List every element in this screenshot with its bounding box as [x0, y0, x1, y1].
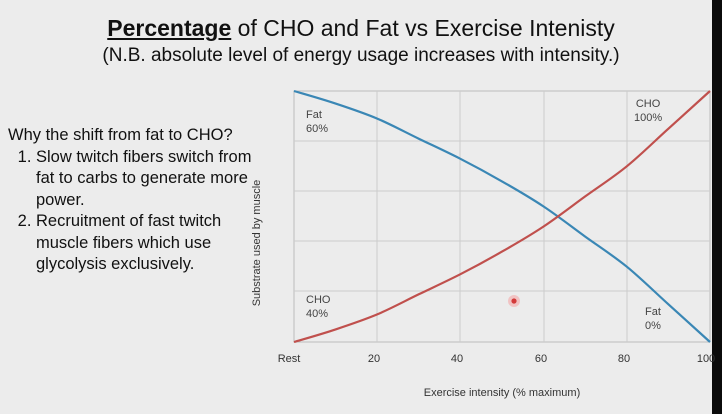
- reason-item: Recruitment of fast twitch muscle fibers…: [36, 211, 258, 276]
- plot-frame: [293, 90, 711, 343]
- window-edge: [712, 0, 722, 414]
- pointer-dot-icon: [508, 295, 520, 307]
- title-emphasis: Percentage: [107, 15, 232, 41]
- annotation-fat-60: Fat 60%: [306, 109, 329, 135]
- title-rest: of CHO and Fat vs Exercise Intenisty: [231, 15, 615, 41]
- annotation-fat-0: Fat 0%: [645, 306, 661, 332]
- x-tick-label: 80: [617, 353, 631, 365]
- explanation-text: Why the shift from fat to CHO? Slow twit…: [8, 125, 258, 276]
- x-tick-label: 60: [534, 353, 548, 365]
- reasons-list: Slow twitch fibers switch from fat to ca…: [8, 147, 258, 276]
- slide-title: Percentage of CHO and Fat vs Exercise In…: [0, 15, 722, 42]
- x-tick-label: 100: [696, 353, 716, 365]
- annotation-cho-100: CHO 100%: [634, 98, 663, 124]
- series-line-fat: [293, 89, 711, 343]
- chart-plot-area: [293, 89, 711, 344]
- x-axis-label: Exercise intensity (% maximum): [423, 387, 581, 399]
- annotation-cho-40: CHO 40%: [306, 294, 331, 320]
- x-tick-label: 20: [367, 353, 381, 365]
- slide-subtitle: (N.B. absolute level of energy usage inc…: [102, 45, 620, 66]
- y-axis-label: Substrate used by muscle: [251, 179, 263, 307]
- reason-item: Slow twitch fibers switch from fat to ca…: [36, 147, 258, 212]
- series-line-cho: [293, 90, 711, 344]
- x-tick-label: 40: [450, 353, 464, 365]
- x-tick-label: Rest: [277, 353, 301, 365]
- question: Why the shift from fat to CHO?: [8, 126, 233, 144]
